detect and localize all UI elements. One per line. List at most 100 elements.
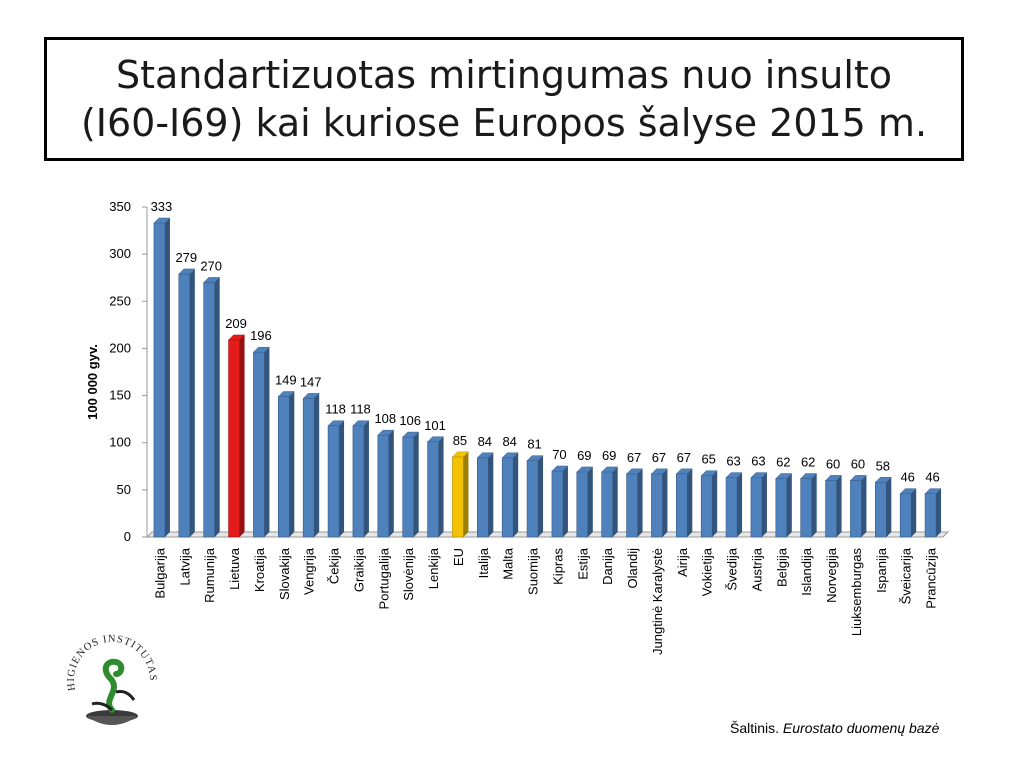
bar-side	[737, 472, 743, 537]
bar-side	[289, 391, 295, 537]
bar-front	[825, 480, 837, 538]
bar-side	[886, 477, 892, 537]
bar-Bulgarija	[153, 217, 171, 538]
bar-top	[849, 475, 868, 481]
data-label: 46	[925, 470, 939, 485]
x-tick-label: Kipras	[550, 548, 565, 585]
bar-top	[178, 268, 196, 275]
x-tick-label: Graikija	[351, 547, 366, 592]
bar-Norvegija	[824, 475, 843, 538]
bar-front	[850, 480, 862, 538]
x-tick-label: Latvija	[177, 547, 192, 585]
data-label: 63	[726, 454, 740, 469]
bar-top	[426, 436, 445, 443]
bar-front	[352, 425, 365, 538]
data-label: 69	[577, 448, 591, 463]
data-label: 270	[200, 258, 222, 273]
data-label: 279	[175, 250, 197, 265]
bar-front	[228, 339, 240, 538]
y-tick-label: 350	[109, 199, 131, 214]
bar-front	[551, 470, 564, 538]
y-tick-label: 100	[109, 435, 131, 450]
bar-Airija	[675, 468, 693, 538]
bar-front	[800, 478, 812, 538]
bar-front	[676, 473, 688, 538]
data-label: 108	[374, 411, 396, 426]
x-tick-label: Olandij	[625, 548, 640, 589]
y-tick-label: 50	[117, 482, 131, 497]
bar-top	[501, 452, 519, 459]
bar-top	[476, 452, 494, 459]
bar-top	[327, 420, 345, 426]
data-label: 106	[399, 413, 421, 428]
x-tick-label: Ispanija	[874, 547, 889, 593]
bar-side	[811, 473, 817, 537]
x-tick-label: Portugalija	[376, 547, 391, 609]
bar-Kroatija	[252, 346, 271, 538]
bar-top	[899, 488, 917, 494]
bar-side	[388, 430, 394, 537]
bar-Čekija	[327, 420, 345, 538]
x-tick-label: Rumunija	[202, 547, 217, 603]
bar-front	[924, 493, 937, 538]
bar-top	[352, 420, 370, 426]
data-label: 85	[453, 433, 467, 448]
bar-top	[725, 472, 743, 478]
x-tick-label: EU	[451, 548, 466, 566]
x-tick-label: Lenkija	[426, 547, 441, 589]
bar-Graikija	[352, 420, 370, 538]
bar-Vokietija	[700, 470, 718, 538]
data-label: 65	[701, 452, 715, 467]
bar-front	[750, 477, 763, 538]
bar-Ispanija	[874, 477, 892, 538]
data-label: 149	[275, 373, 297, 388]
x-tick-label: Belgija	[774, 547, 789, 587]
bar-Estija	[576, 466, 594, 538]
x-tick-label: Kroatija	[252, 547, 267, 592]
bar-top	[924, 488, 942, 494]
x-tick-label: Airija	[675, 547, 690, 577]
bar-Kipras	[551, 465, 569, 538]
bar-Švedija	[725, 472, 743, 538]
bar-top	[277, 391, 295, 397]
bar-front	[875, 482, 887, 538]
bar-side	[239, 334, 245, 537]
x-tick-label: Lietuva	[227, 547, 242, 590]
y-tick-label: 250	[109, 293, 131, 308]
x-tick-label: Slovakija	[277, 547, 292, 600]
data-label: 70	[552, 447, 566, 462]
bar-side	[786, 473, 792, 537]
bar-side	[662, 468, 668, 537]
bar-top	[526, 455, 544, 461]
bar-top	[153, 217, 171, 224]
data-label: 63	[751, 454, 765, 469]
bar-side	[438, 436, 444, 537]
bar-top	[451, 451, 470, 458]
bar-Slovėnija	[402, 431, 420, 538]
bar-top	[675, 468, 693, 475]
bar-side	[836, 475, 842, 537]
source-prefix: Šaltinis.	[730, 720, 783, 736]
data-label: 67	[627, 450, 641, 465]
bar-front	[626, 473, 638, 538]
bar-Liuksemburgas	[849, 475, 868, 538]
bar-Lietuva	[227, 334, 246, 538]
bar-Suomija	[526, 455, 544, 538]
bar-top	[252, 346, 271, 353]
bar-top	[203, 277, 221, 283]
data-label: 81	[527, 437, 541, 452]
bar-Rumunija	[203, 277, 221, 538]
bar-Danija	[601, 466, 619, 538]
bar-Lenkija	[426, 436, 445, 538]
bar-Italija	[476, 452, 494, 538]
x-tick-label: Vokietija	[700, 547, 715, 596]
bar-side	[488, 452, 494, 537]
source-name: Eurostato duomenų bazė	[782, 720, 940, 736]
bar-Prancūzija	[924, 488, 942, 538]
bar-side	[587, 466, 593, 537]
bar-Islandija	[800, 473, 818, 538]
x-tick-label: Italija	[476, 547, 491, 578]
data-label: 62	[776, 455, 790, 470]
x-tick-label: Suomija	[526, 547, 541, 595]
